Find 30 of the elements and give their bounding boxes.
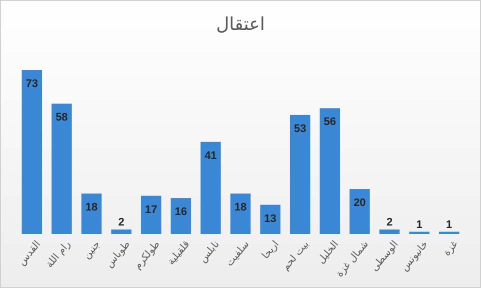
chart-title: اعتقال: [216, 14, 265, 35]
x-tick-label: قلقيلية: [166, 238, 192, 268]
x-tick-label: غزة: [442, 238, 460, 258]
x-tick-label: بيت لحم: [280, 238, 312, 273]
data-label: 41: [204, 150, 217, 162]
data-label: 2: [386, 216, 393, 229]
x-tick-label: رام اللة: [44, 238, 74, 270]
x-tick-label: الخليل: [316, 238, 342, 266]
data-label: 56: [324, 116, 336, 128]
data-label: 1: [416, 218, 422, 231]
data-label: 16: [174, 206, 188, 218]
data-label: 18: [234, 202, 247, 214]
data-label: 18: [85, 202, 98, 214]
data-label: 13: [264, 212, 276, 225]
data-label: 20: [354, 197, 366, 210]
data-label: 73: [26, 78, 38, 90]
x-tick-label: القدس: [16, 238, 44, 268]
x-tick-label: جنين: [82, 238, 103, 262]
x-tick-label: طوباس: [104, 238, 133, 270]
data-label: 17: [144, 204, 158, 216]
x-tick-label: الوسطى: [369, 238, 401, 274]
x-tick-label: سلفيت: [224, 238, 252, 269]
x-tick-label: نابلس: [198, 238, 222, 265]
x-tick-label: طولكرم: [132, 238, 162, 272]
x-tick-label: خانيونس: [399, 238, 431, 274]
x-tick-label: اريحا: [260, 238, 282, 262]
data-label: 1: [446, 218, 452, 231]
data-label: 2: [118, 216, 124, 229]
data-label: 53: [294, 122, 306, 135]
data-label: 58: [56, 112, 68, 124]
